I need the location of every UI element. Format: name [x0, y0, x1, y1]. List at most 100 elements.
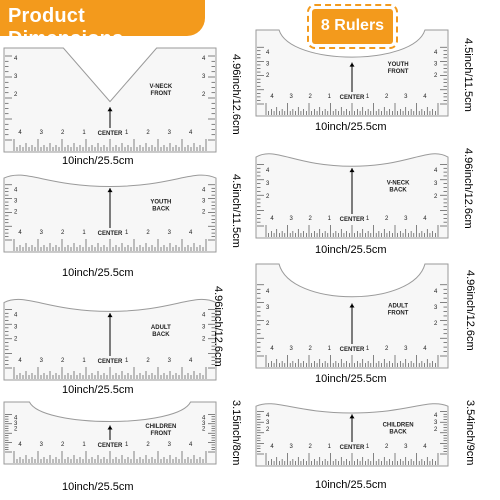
side-number: 2: [266, 321, 270, 327]
ruler-name-line1: V-NECK: [150, 84, 173, 90]
scale-number: 1: [125, 358, 129, 364]
scale-number: 3: [404, 444, 408, 450]
scale-number: 3: [289, 216, 293, 222]
scale-number: 3: [289, 94, 293, 100]
center-arrow: [349, 168, 355, 173]
side-number: 3: [202, 325, 206, 331]
side-number: 2: [14, 426, 18, 432]
width-label-adult-back: 10inch/25.5cm: [62, 384, 134, 396]
side-number: 4: [266, 413, 270, 419]
center-label: CENTER: [340, 445, 365, 451]
left-side-scale: [257, 46, 264, 105]
side-number: 3: [266, 62, 270, 68]
scale-number: 3: [404, 346, 408, 352]
scale-number: 1: [328, 444, 332, 450]
scale-number: 2: [309, 216, 313, 222]
side-number: 4: [266, 168, 270, 174]
scale-number: 1: [125, 442, 129, 448]
left-side-scale: [257, 164, 264, 227]
side-number: 2: [434, 321, 438, 327]
center-arrow: [107, 107, 113, 112]
side-number: 2: [14, 92, 18, 98]
left-side-scale: [257, 284, 264, 357]
ruler-name-line2: BACK: [152, 332, 170, 338]
width-label-vneck-front: 10inch/25.5cm: [62, 155, 134, 167]
side-number: 3: [14, 199, 18, 205]
side-number: 4: [202, 415, 206, 421]
scale-number: 4: [270, 94, 274, 100]
scale-number: 2: [61, 130, 65, 136]
scale-number: 2: [61, 442, 65, 448]
side-number: 3: [266, 305, 270, 311]
ruler-vneck-back: 4 3 2 1 1 2 3 4 CENTER V-NECK BACK 4 4 3 3 2 2 4.96inch/…: [255, 146, 474, 239]
left-side-scale: [5, 55, 12, 141]
ruler-adult-back: 4 3 2 1 1 2 3 4 CENTER ADULT BACK 4 4 3 3 2 2 4.96inch/1…: [3, 286, 224, 381]
scale-number: 2: [146, 130, 150, 136]
center-label: CENTER: [340, 217, 365, 223]
scale-number: 4: [423, 444, 427, 450]
scale-number: 2: [146, 230, 150, 236]
ruler-name-line2: BACK: [389, 430, 407, 436]
scale-number: 3: [289, 346, 293, 352]
height-label: 3.15inch/8cm: [230, 400, 242, 466]
ruler-name-line1: YOUTH: [150, 199, 171, 205]
ruler-youth-back: 4 3 2 1 1 2 3 4 CENTER YOUTH BACK 4 4 3 3 2 2 4.5inch/11…: [3, 168, 242, 253]
bottom-scale: [13, 367, 207, 379]
height-label: 4.96inch/12.6cm: [464, 270, 476, 351]
scale-number: 2: [385, 94, 389, 100]
side-number: 4: [266, 50, 270, 56]
scale-number: 3: [168, 230, 172, 236]
scale-number: 2: [385, 444, 389, 450]
ruler-name-line2: FRONT: [388, 311, 409, 317]
scale-number: 4: [189, 358, 193, 364]
scale-number: 2: [61, 358, 65, 364]
right-side-scale: [208, 184, 215, 241]
side-number: 3: [202, 421, 206, 427]
scale-number: 4: [18, 230, 22, 236]
height-label: 4.96inch/12.6cm: [212, 286, 224, 367]
ruler-name-line1: ADULT: [151, 325, 171, 331]
side-number: 4: [434, 413, 438, 419]
side-number: 2: [266, 427, 270, 433]
right-side-scale: [208, 55, 215, 141]
side-number: 2: [202, 426, 206, 432]
height-label: 4.5inch/11.5cm: [462, 38, 474, 112]
center-arrow: [349, 414, 355, 419]
scale-number: 3: [289, 444, 293, 450]
scale-number: 3: [40, 130, 44, 136]
center-arrow: [349, 62, 355, 67]
scale-number: 1: [328, 216, 332, 222]
width-label-children-front: 10inch/25.5cm: [62, 481, 134, 493]
side-number: 3: [434, 420, 438, 426]
scale-number: 2: [146, 442, 150, 448]
scale-number: 4: [270, 346, 274, 352]
side-number: 3: [434, 305, 438, 311]
side-number: 2: [202, 337, 206, 343]
scale-number: 4: [423, 346, 427, 352]
banner-title: Product Dimensions: [8, 5, 124, 50]
side-number: 4: [266, 289, 270, 295]
ruler-name-line1: ADULT: [388, 304, 408, 310]
width-label-youth-back: 10inch/25.5cm: [62, 267, 134, 279]
side-number: 4: [202, 56, 206, 62]
center-label: CENTER: [98, 231, 123, 237]
scale-number: 1: [366, 444, 370, 450]
bottom-scale: [265, 453, 439, 465]
height-label: 4.96inch/12.6cm: [462, 148, 474, 229]
side-number: 2: [434, 194, 438, 200]
side-number: 4: [14, 313, 18, 319]
right-side-scale: [440, 284, 447, 357]
bottom-scale: [265, 225, 439, 237]
side-number: 4: [14, 188, 18, 194]
width-label-youth-front: 10inch/25.5cm: [315, 121, 387, 133]
side-number: 4: [202, 188, 206, 194]
scale-number: 3: [168, 442, 172, 448]
ruler-name-line2: BACK: [152, 206, 170, 212]
left-side-scale: [5, 414, 12, 453]
center-label: CENTER: [98, 131, 123, 137]
ruler-name-line1: CHILDREN: [383, 423, 414, 429]
